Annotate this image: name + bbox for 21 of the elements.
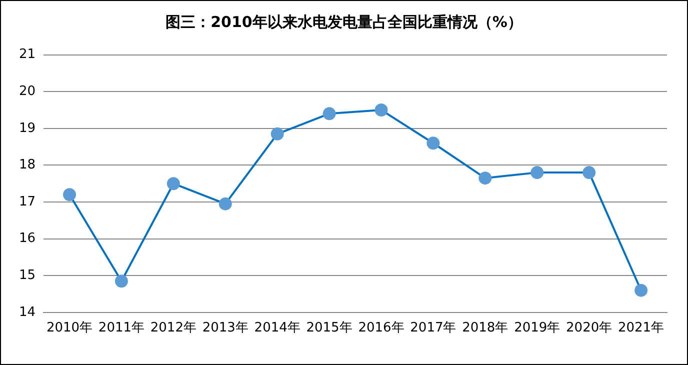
y-tick-label: 17 [18,194,36,210]
x-tick-label: 2015年 [306,320,352,336]
x-tick-label: 2014年 [254,320,300,336]
y-tick-label: 18 [18,158,36,173]
x-tick-label: 2020年 [566,320,612,336]
x-tick-label: 2021年 [618,320,664,336]
y-tick-label: 14 [18,304,36,320]
x-tick-label: 2019年 [514,320,560,336]
y-tick-label: 21 [18,47,36,62]
chart-title: 图三：2010年以来水电发电量占全国比重情况（%） [164,13,524,32]
x-tick-label: 2018年 [462,320,508,336]
y-tick-label: 19 [18,120,36,136]
x-tick-label: 2016年 [358,320,404,336]
x-tick-label: 2012年 [150,320,196,336]
y-tick-label: 20 [18,84,36,99]
y-tick-label: 16 [18,231,36,246]
x-tick-label: 2011年 [98,320,145,336]
x-tick-label: 2010年 [46,320,93,336]
x-tick-label: 2017年 [410,320,456,336]
x-tick-label: 2013年 [202,320,248,336]
y-tick-label: 15 [18,268,36,283]
